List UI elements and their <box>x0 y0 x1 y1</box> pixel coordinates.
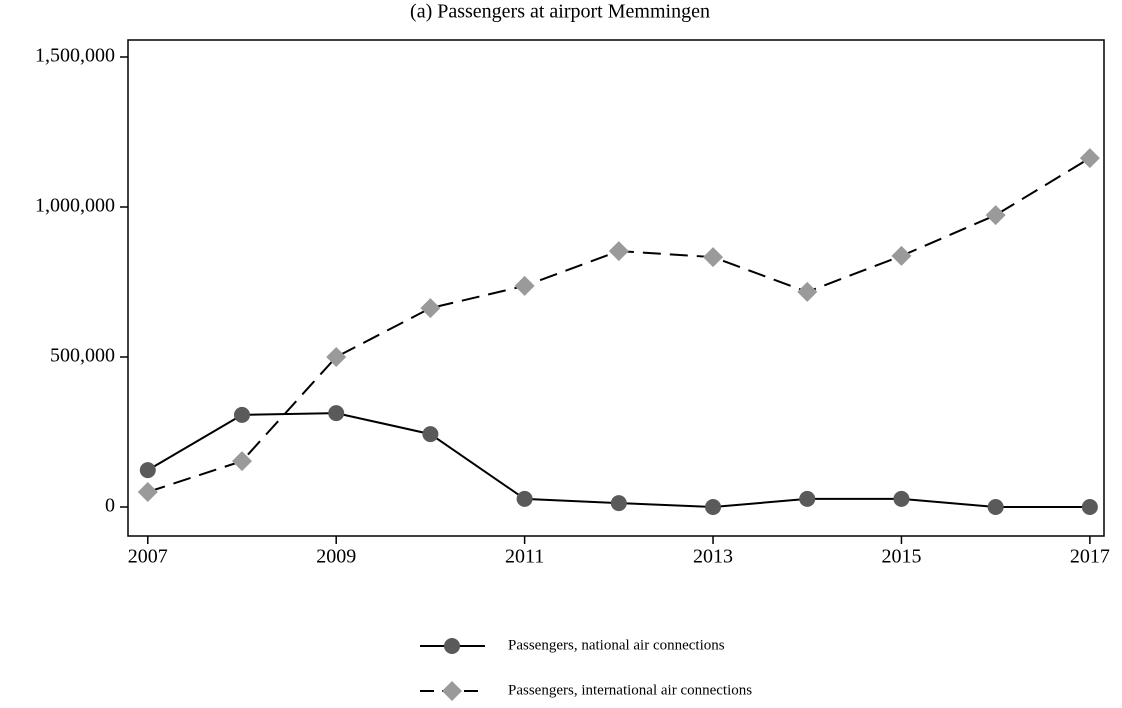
plot-frame <box>127 39 1105 537</box>
marker <box>985 205 1006 226</box>
x-tick-label: 2007 <box>128 546 168 568</box>
marker <box>705 498 722 515</box>
marker <box>608 241 629 262</box>
marker <box>1079 148 1100 169</box>
x-tick-label: 2011 <box>505 546 544 568</box>
marker <box>893 490 910 507</box>
y-tick-label: 500,000 <box>50 345 115 367</box>
marker <box>328 405 345 422</box>
legend-label: Passengers, national air connections <box>508 637 725 653</box>
x-tick-label: 2013 <box>693 546 733 568</box>
x-tick-label: 2009 <box>316 546 356 568</box>
marker <box>799 490 816 507</box>
marker <box>233 406 250 423</box>
y-tick-label: 1,500,000 <box>35 45 115 67</box>
series-line <box>147 157 1091 493</box>
y-tick-label: 1,000,000 <box>35 195 115 217</box>
marker <box>514 275 535 296</box>
legend-marker <box>444 638 460 654</box>
y-tick-label: 0 <box>105 495 115 517</box>
marker <box>516 490 533 507</box>
marker <box>326 346 347 367</box>
marker <box>610 495 627 512</box>
marker <box>1081 498 1098 515</box>
marker <box>703 247 724 268</box>
series-line <box>147 412 1090 509</box>
marker <box>987 498 1004 515</box>
chart-title: (a) Passengers at airport Memmingen <box>410 1 710 23</box>
marker <box>231 451 252 472</box>
x-tick-label: 2015 <box>881 546 921 568</box>
marker <box>137 481 158 502</box>
marker <box>422 426 439 443</box>
marker <box>797 281 818 302</box>
legend-label: Passengers, international air connection… <box>508 682 752 698</box>
marker <box>420 298 441 319</box>
marker <box>891 245 912 266</box>
x-tick-label: 2017 <box>1070 546 1110 568</box>
marker <box>139 462 156 479</box>
legend-marker <box>442 681 462 701</box>
